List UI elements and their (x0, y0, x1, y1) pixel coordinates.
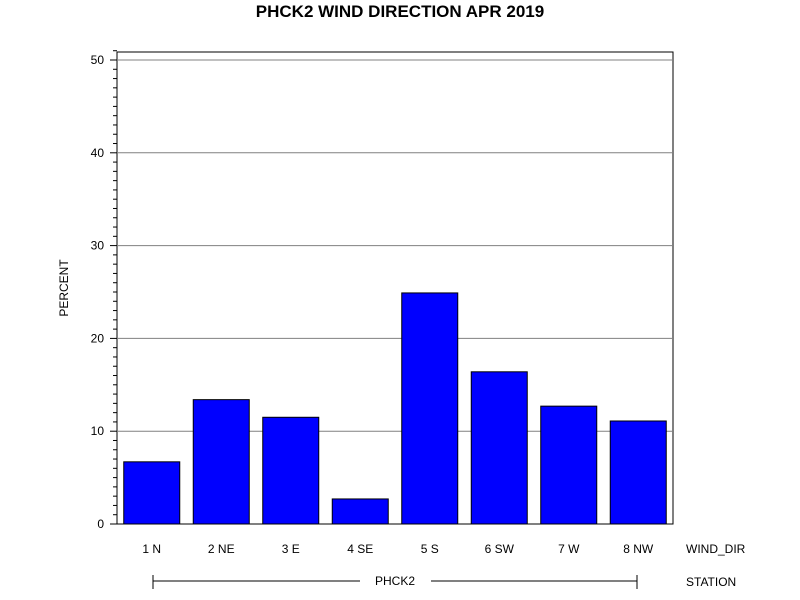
y-tick-label: 0 (97, 517, 104, 531)
x-tick-label: 6 SW (485, 542, 515, 556)
x-tick-label: 4 SE (347, 542, 373, 556)
y-tick-label: 30 (91, 239, 105, 253)
bar (401, 292, 459, 525)
group-label: PHCK2 (375, 574, 415, 588)
bar (123, 461, 181, 525)
x-tick-label: 2 NE (208, 542, 235, 556)
y-axis-label: PERCENT (57, 259, 71, 317)
x-tick-label: 8 NW (623, 542, 654, 556)
bar (540, 405, 598, 525)
y-tick-label: 20 (91, 331, 105, 345)
y-tick-label: 10 (91, 424, 105, 438)
x-tick-label: 1 N (142, 542, 161, 556)
bar (609, 420, 667, 525)
bar (331, 498, 389, 525)
bars (123, 292, 667, 525)
y-tick-label: 40 (91, 146, 105, 160)
y-tick-label: 50 (91, 53, 105, 67)
x-tick-label: 5 S (421, 542, 439, 556)
y-axis: 0 10 20 30 40 50 (91, 50, 117, 531)
chart-title: PHCK2 WIND DIRECTION APR 2019 (256, 2, 544, 21)
bar (262, 416, 320, 525)
x-axis: 1 N 2 NE 3 E 4 SE 5 S 6 SW 7 W 8 NW (142, 542, 654, 556)
x-tick-label: 7 W (558, 542, 580, 556)
x-tick-label: 3 E (282, 542, 300, 556)
group-axis-label: STATION (686, 575, 736, 589)
bar (192, 399, 250, 525)
bar (470, 371, 528, 525)
group-axis: PHCK2 STATION (152, 574, 736, 589)
x-axis-label: WIND_DIR (686, 542, 746, 556)
